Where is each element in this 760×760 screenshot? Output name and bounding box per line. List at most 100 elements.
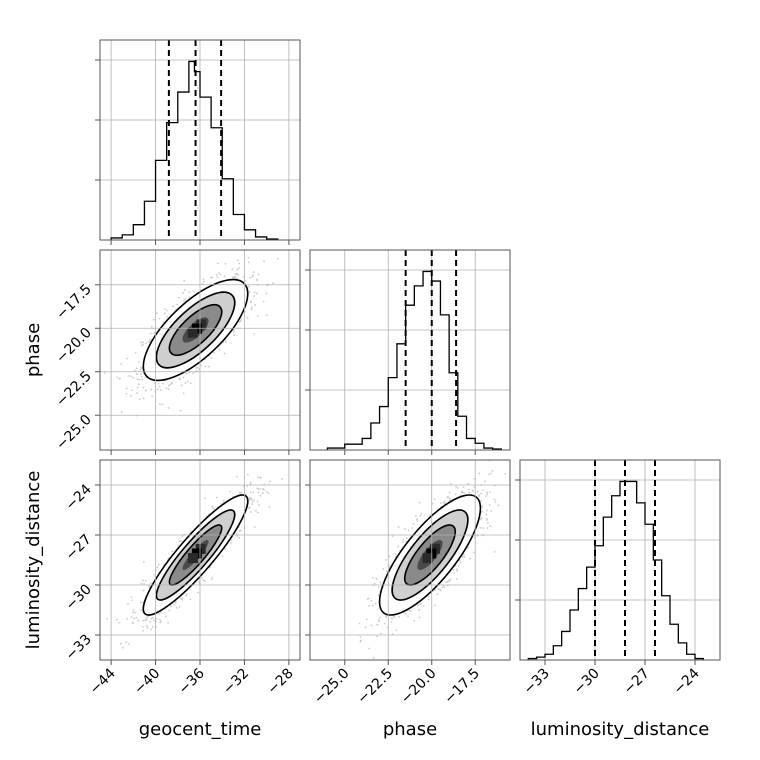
sample-point [402, 541, 404, 543]
panels-group: −33 −30 −27 −24−25.0−22.5−20.0−17.5−44 −40 −3… [53, 39, 721, 708]
sample-point [476, 490, 479, 493]
sample-point [244, 280, 247, 282]
sample-point [261, 492, 264, 495]
sample-point [188, 296, 191, 299]
sample-point [185, 595, 188, 597]
sample-point [269, 480, 272, 483]
sample-point [175, 606, 178, 609]
sample-point [235, 273, 238, 276]
sample-point [167, 384, 170, 387]
sample-point [238, 262, 241, 265]
sample-point [462, 491, 464, 494]
sample-point [258, 504, 260, 506]
sample-point [436, 593, 439, 596]
sample-point [237, 274, 240, 277]
sample-point [131, 599, 134, 602]
sample-point [376, 623, 379, 626]
sample-point [180, 540, 183, 543]
sample-point [126, 617, 129, 620]
sample-point [141, 378, 144, 381]
sample-point [140, 373, 142, 376]
sample-point [443, 586, 446, 588]
sample-point [254, 304, 257, 306]
sample-point [359, 640, 362, 643]
sample-point [407, 615, 410, 617]
sample-point [145, 617, 148, 619]
sample-point [140, 344, 143, 347]
sample-point [189, 598, 192, 601]
sample-point [168, 609, 171, 612]
sample-point [178, 540, 181, 543]
histogram-geocent-time [110, 60, 279, 240]
sample-point [463, 556, 466, 558]
sample-point [136, 367, 138, 370]
sample-point [149, 332, 152, 335]
sample-point [459, 561, 462, 564]
sample-point [472, 489, 474, 492]
sample-point [249, 491, 252, 494]
sample-point [473, 551, 475, 554]
panel-frame-hist-geocent-time [99, 39, 301, 241]
sample-point [257, 511, 259, 514]
y-tick-label: −33 [63, 632, 95, 664]
sample-point [238, 530, 241, 533]
sample-point [483, 480, 486, 483]
sample-point [486, 527, 489, 529]
sample-point [205, 514, 208, 517]
sample-point [247, 261, 250, 264]
sample-point [390, 617, 393, 620]
sample-point [256, 315, 259, 318]
sample-point [489, 525, 492, 527]
sample-point [394, 553, 397, 555]
sample-point [222, 501, 225, 504]
sample-point [156, 388, 159, 391]
sample-point [377, 619, 380, 621]
sample-point [188, 371, 191, 374]
sample-point [422, 604, 425, 607]
sample-point [137, 361, 140, 363]
sample-point [134, 369, 136, 372]
sample-point [132, 608, 135, 611]
sample-point [213, 351, 216, 354]
sample-point [209, 566, 211, 569]
sample-point [133, 617, 136, 620]
sample-point [169, 383, 172, 386]
sample-point [116, 376, 119, 379]
sample-point [447, 496, 450, 499]
sample-point [142, 343, 144, 346]
x-tick-label: −22.5 [354, 666, 396, 708]
sample-point [129, 394, 132, 397]
sample-point [402, 538, 405, 541]
sample-point [267, 492, 270, 494]
x-axis-label-phase: phase [383, 719, 437, 740]
sample-point [368, 605, 370, 607]
sample-point [159, 621, 162, 624]
sample-point [224, 262, 227, 265]
sample-point [385, 570, 388, 573]
sample-point [236, 268, 239, 271]
sample-point [197, 591, 199, 594]
sample-point [130, 375, 132, 378]
sample-point [479, 526, 482, 529]
sample-point [482, 527, 484, 529]
sample-point [376, 635, 378, 638]
sample-point [125, 641, 128, 644]
sample-point [439, 588, 441, 591]
sample-point [454, 493, 457, 496]
sample-point [248, 285, 250, 288]
sample-point [222, 499, 225, 502]
sample-point [138, 378, 141, 381]
sample-point [136, 378, 139, 381]
sample-point [383, 622, 386, 625]
sample-point [258, 476, 261, 479]
sample-point [411, 527, 414, 529]
sample-point [248, 291, 251, 293]
sample-point [238, 320, 241, 323]
sample-point [456, 568, 458, 571]
sample-point [404, 528, 406, 530]
sample-point [268, 505, 271, 508]
sample-point [493, 550, 496, 553]
x-tick-label: −40 [131, 666, 163, 698]
x-tick-label: −24 [671, 665, 703, 697]
sample-point [256, 487, 259, 490]
